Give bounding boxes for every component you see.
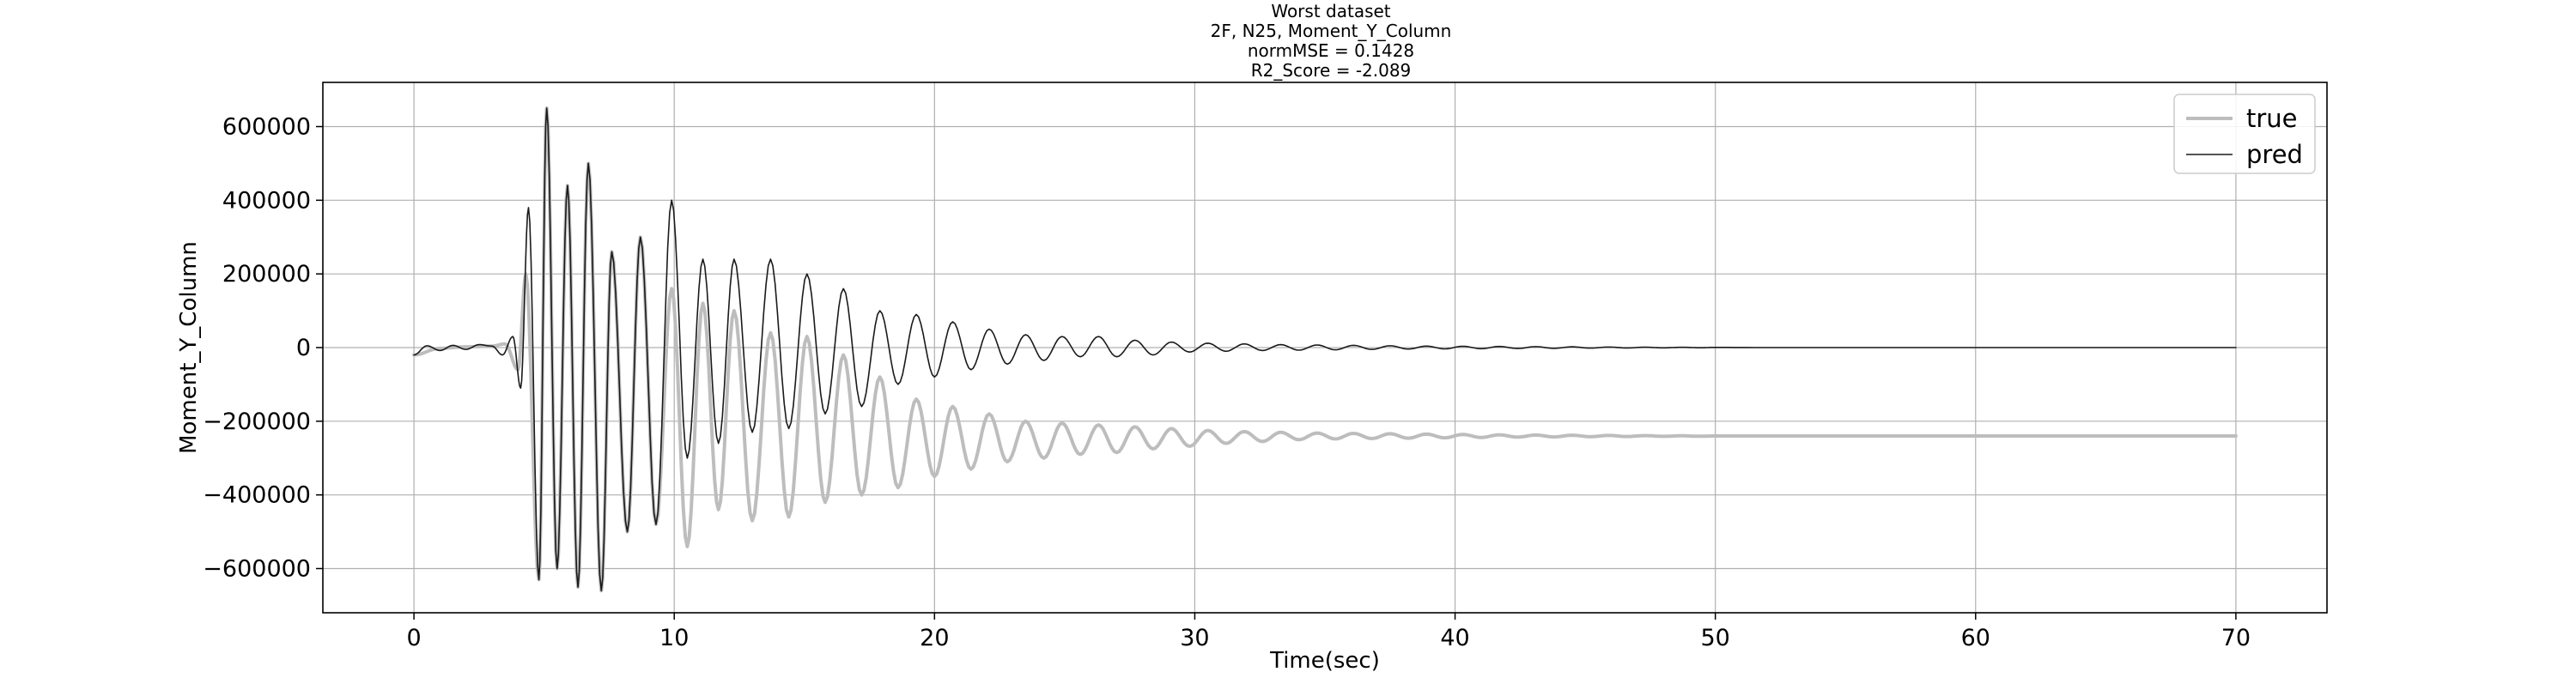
title-line-2: 2F, N25, Moment_Y_Column — [1211, 21, 1452, 41]
title-line-3: normMSE = 0.1428 — [1248, 40, 1414, 61]
x-tick-label-4: 40 — [1440, 625, 1469, 651]
plot-series — [412, 106, 2238, 593]
chart-title: Worst dataset 2F, N25, Moment_Y_Column n… — [1211, 1, 1452, 81]
legend-box — [2173, 94, 2316, 174]
y-axis-ticks: 600000 400000 200000 0 −200000 −400000 −600000 — [203, 114, 323, 583]
x-tick-label-7: 70 — [2221, 625, 2251, 651]
x-axis-ticks: 0 10 20 30 40 50 60 70 — [406, 613, 2251, 651]
x-tick-label-1: 10 — [659, 625, 689, 651]
x-tick-label-6: 60 — [1961, 625, 1990, 651]
legend-label-pred: pred — [2246, 140, 2303, 169]
y-tick-label-6: −600000 — [203, 556, 311, 583]
x-tick-label-3: 30 — [1180, 625, 1209, 651]
x-tick-label-5: 50 — [1700, 625, 1729, 651]
x-tick-label-0: 0 — [406, 625, 421, 651]
title-line-1: Worst dataset — [1271, 1, 1390, 21]
y-tick-label-3: 0 — [296, 335, 311, 361]
x-tick-label-2: 20 — [920, 625, 949, 651]
y-tick-label-1: 400000 — [222, 187, 311, 214]
x-axis-label: Time(sec) — [1269, 648, 1380, 674]
y-tick-label-2: 200000 — [222, 261, 311, 288]
legend-label-true: true — [2246, 104, 2298, 133]
series-line-pred — [413, 107, 2237, 592]
title-line-4: R2_Score = -2.089 — [1251, 60, 1412, 81]
y-axis-label: Moment_Y_Column — [176, 241, 202, 454]
legend: true pred — [2173, 94, 2316, 174]
y-tick-label-4: −200000 — [203, 409, 311, 435]
y-tick-label-0: 600000 — [222, 114, 311, 141]
y-tick-label-5: −400000 — [203, 482, 311, 509]
